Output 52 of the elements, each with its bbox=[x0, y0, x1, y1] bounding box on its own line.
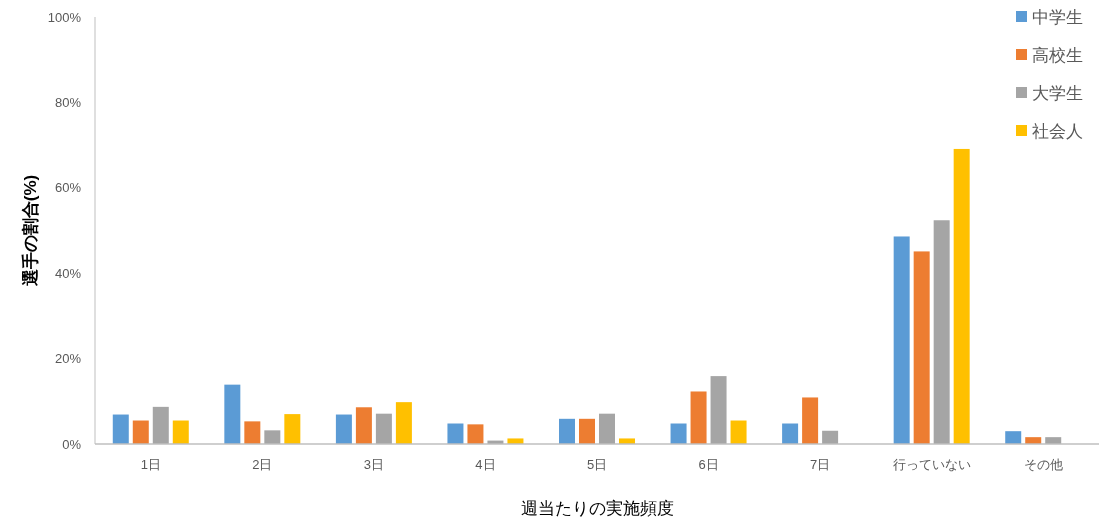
bar bbox=[893, 236, 910, 444]
legend-label: 高校生 bbox=[1032, 45, 1083, 65]
legend-label: 中学生 bbox=[1032, 7, 1083, 27]
x-tick-label: 3日 bbox=[363, 456, 385, 472]
bar bbox=[112, 414, 129, 444]
bar bbox=[710, 376, 727, 444]
bar bbox=[172, 420, 189, 444]
bar bbox=[559, 418, 575, 444]
y-tick-label: 20% bbox=[54, 351, 82, 367]
bar bbox=[953, 148, 970, 444]
bar bbox=[822, 430, 839, 444]
bar bbox=[802, 397, 819, 444]
y-tick-label: 0% bbox=[62, 436, 82, 452]
x-tick-label: 行っていない bbox=[892, 456, 971, 472]
y-tick-label: 80% bbox=[54, 94, 82, 110]
bar bbox=[782, 423, 799, 444]
bar bbox=[599, 413, 615, 444]
x-tick-label: 2日 bbox=[252, 456, 273, 472]
bar bbox=[224, 384, 241, 444]
bar bbox=[264, 430, 281, 444]
bar bbox=[670, 423, 687, 444]
legend-label: 大学生 bbox=[1032, 83, 1083, 103]
bar bbox=[1005, 431, 1022, 444]
x-tick-label: 5日 bbox=[586, 456, 608, 472]
y-tick-label: 100% bbox=[47, 9, 82, 25]
x-tick-label: 1日 bbox=[140, 456, 161, 472]
bar bbox=[690, 391, 707, 444]
bar bbox=[619, 438, 635, 444]
y-tick-label: 60% bbox=[54, 180, 82, 196]
bar bbox=[507, 438, 524, 444]
bar bbox=[730, 420, 747, 444]
bar bbox=[132, 420, 149, 444]
bar bbox=[375, 413, 392, 444]
bar bbox=[244, 421, 261, 444]
bar bbox=[913, 251, 930, 444]
bar bbox=[579, 418, 595, 444]
x-tick-label: 4日 bbox=[475, 456, 496, 472]
legend-label: 社会人 bbox=[1032, 121, 1083, 141]
y-tick-label: 40% bbox=[54, 265, 82, 281]
x-axis-title: 週当たりの実施頻度 bbox=[520, 498, 674, 518]
bar bbox=[152, 406, 169, 444]
bar bbox=[933, 220, 950, 444]
bar bbox=[395, 402, 412, 444]
bar bbox=[355, 407, 372, 444]
bar bbox=[447, 423, 464, 444]
x-tick-label: 6日 bbox=[698, 456, 719, 472]
x-tick-label: 7日 bbox=[809, 456, 831, 472]
bar bbox=[284, 414, 301, 444]
bar bbox=[335, 414, 352, 444]
y-axis-title: 選手の割合(%) bbox=[20, 174, 40, 287]
bar bbox=[467, 424, 484, 444]
x-tick-label: その他 bbox=[1023, 456, 1063, 472]
